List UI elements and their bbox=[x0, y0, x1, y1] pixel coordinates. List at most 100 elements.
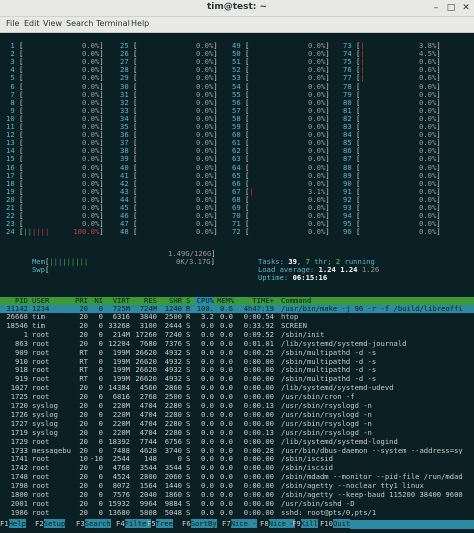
process-row[interactable]: 1725 root 20 0 6816 2768 2500 S 0.0 0.0 0:00.00/us… bbox=[0, 393, 474, 401]
fkey-f9[interactable]: F9Kill bbox=[292, 519, 318, 529]
cpu-meter-55: 55 [0.0%] bbox=[232, 89, 330, 99]
minimize-icon[interactable]: – bbox=[433, 3, 439, 13]
cpu-number: 44 bbox=[120, 194, 133, 204]
menu-file[interactable]: File bbox=[6, 19, 20, 28]
cpu-number: 56 bbox=[232, 97, 245, 107]
cpu-percent: 0.0% bbox=[196, 146, 214, 156]
column-header-time[interactable]: TIME+ bbox=[252, 296, 274, 305]
column-header-cmd[interactable]: Command bbox=[281, 296, 312, 305]
process-table-header[interactable]: PID USER PRI NI VIRT RES SHR S CPU% MEM% TIME+ Comm… bbox=[0, 297, 474, 305]
fkey-f7[interactable]: F7Nice - bbox=[222, 519, 257, 529]
cpu-meter-95: 95 [0.0%] bbox=[343, 219, 441, 229]
cpu-number: 41 bbox=[120, 170, 133, 180]
column-header-cpu[interactable]: CPU% bbox=[194, 297, 214, 305]
cell-res: 1564 bbox=[139, 482, 157, 490]
column-header-pid[interactable]: PID bbox=[15, 296, 28, 305]
cpu-percent: 0.0% bbox=[419, 203, 437, 212]
process-row[interactable]: 1 root 20 0 214M 17260 7240 S 0.0 0.0 0:09.52/sbin… bbox=[0, 331, 474, 339]
menu-view[interactable]: View bbox=[43, 19, 62, 28]
column-header-virt[interactable]: VIRT bbox=[112, 296, 130, 305]
cpu-meter-25: 25 [0.0%] bbox=[120, 41, 218, 50]
cell-mem: 0.0 bbox=[220, 508, 233, 517]
menu-edit[interactable]: Edit bbox=[24, 19, 40, 28]
cell-res: 26620 bbox=[135, 357, 157, 366]
cell-s: S bbox=[186, 366, 191, 375]
column-header-shr[interactable]: SHR bbox=[169, 296, 182, 305]
column-header-ni[interactable]: NI bbox=[94, 296, 103, 305]
column-header-s[interactable]: S bbox=[186, 296, 191, 305]
process-row[interactable]: 863 root 20 0 12204 7680 7376 S 0.0 0.0 0:01.01/li… bbox=[0, 340, 474, 348]
process-row[interactable]: 1027 root 20 0 14384 4560 2860 S 0.0 0.0 0:00.00/l… bbox=[0, 384, 474, 392]
menu-search[interactable]: Search bbox=[66, 19, 94, 28]
cell-mem: 0.0 bbox=[220, 357, 233, 366]
cell-pri: 20 bbox=[79, 508, 88, 517]
fkey-f2[interactable]: F2Setup bbox=[35, 519, 66, 529]
fkey-f10[interactable]: F10Quit bbox=[320, 519, 351, 529]
cell-time: 0:00.00 bbox=[243, 384, 274, 393]
column-header-user[interactable]: USER bbox=[32, 296, 50, 305]
cell-cmd: /sbin/multipathd -d -s bbox=[281, 348, 377, 357]
process-row[interactable]: 26668 tim 20 0 6316 3840 2500 R 3.2 0.0 0:00.54 hto… bbox=[0, 313, 474, 321]
column-header-res[interactable]: RES bbox=[144, 296, 157, 305]
cpu-number: 88 bbox=[343, 162, 356, 172]
cpu-number: 11 bbox=[6, 122, 19, 131]
cpu-number: 87 bbox=[343, 154, 356, 164]
close-icon[interactable]: ✕ bbox=[462, 3, 470, 13]
fkey-f3[interactable]: F3Search bbox=[76, 519, 111, 529]
cell-s: S bbox=[186, 357, 191, 366]
cell-ni: 0 bbox=[98, 428, 103, 437]
cell-cmd: /usr/sbin/cron -f bbox=[281, 393, 355, 401]
cell-time: 0:00.00 bbox=[243, 393, 274, 401]
process-row[interactable]: 18546 tim 20 0 33268 3100 2444 S 0.0 0.0 0:33.92 SC… bbox=[0, 322, 474, 330]
cell-virt: 7576 bbox=[112, 491, 130, 499]
tasks-summary: Tasks: 39, 7 thr; 2 running bbox=[257, 256, 375, 266]
cell-pri: RT bbox=[79, 348, 88, 357]
cell-cpu: 0.0 bbox=[201, 482, 214, 490]
process-row[interactable]: 918 root RT 0 199M 26620 4932 S 0.0 0.0 0:00.00/sb… bbox=[0, 366, 474, 374]
process-row[interactable]: 1729 root 20 0 18392 7744 6756 S 0.0 0.0 0:00.00/l… bbox=[0, 438, 474, 446]
process-row[interactable]: 1719 syslog 20 0 220M 4704 2280 S 0.0 0.0 0:00.13 /… bbox=[0, 429, 474, 437]
cell-virt: 6316 bbox=[112, 313, 130, 321]
cell-ni: 0 bbox=[98, 348, 103, 357]
cell-shr: 1440 bbox=[164, 482, 182, 490]
mem-label: Mem bbox=[31, 256, 45, 266]
cell-user: root bbox=[32, 330, 50, 339]
fkey-f1[interactable]: F1Help bbox=[0, 519, 26, 529]
process-row[interactable]: 1733 messagebu 20 0 7488 4628 3740 S 0.0 0.0 0:00.… bbox=[0, 447, 474, 455]
process-row[interactable]: 1727 syslog 20 0 220M 4704 2280 S 0.0 0.0 0:00.00 /… bbox=[0, 420, 474, 428]
cell-ni: 0 bbox=[98, 384, 103, 393]
cell-shr: 2280 bbox=[164, 410, 182, 419]
maximize-icon[interactable]: □ bbox=[446, 3, 456, 13]
cpu-meter-61: 61 [0.0%] bbox=[232, 138, 330, 148]
process-row[interactable]: 1742 root 20 0 4768 3544 3544 S 0.0 0.0 0:00.00/sb… bbox=[0, 464, 474, 472]
column-header-mem[interactable]: MEM% bbox=[217, 296, 235, 305]
process-row[interactable]: 919 root RT 0 199M 26620 4932 S 0.0 0.0 0:00.00/sb… bbox=[0, 375, 474, 383]
selected-process-row[interactable]: 31142 1234 20 0 725M 724M 1240 R 100. 0.6 4h47:19 /… bbox=[0, 305, 474, 313]
cpu-meter-17: 17 [0.0%] bbox=[6, 170, 104, 180]
process-row[interactable]: 1986 root 20 0 13680 5808 5048 S 0.0 0.0 0:00.00 ss… bbox=[0, 509, 474, 517]
process-row[interactable]: 1741 root 10 -10 2544 148 0 S 0.0 0.0 0:00.00/sbin… bbox=[0, 455, 474, 463]
menu-terminal[interactable]: Terminal bbox=[96, 19, 130, 28]
process-row[interactable]: 1720 syslog 20 0 220M 4704 2280 S 0.0 0.0 0:00.13 /… bbox=[0, 402, 474, 410]
cpu-number: 13 bbox=[6, 138, 19, 148]
process-row[interactable]: 910 root RT 0 199M 26620 4932 S 0.0 0.0 0:00.00/sb… bbox=[0, 358, 474, 366]
cpu-percent: 0.0% bbox=[308, 203, 326, 212]
fkey-f4[interactable]: F4Filter bbox=[116, 519, 151, 529]
process-row[interactable]: 1726 syslog 20 0 220M 4704 2280 S 0.0 0.0 0:00.00 /… bbox=[0, 411, 474, 419]
menu-help[interactable]: Help bbox=[131, 19, 150, 28]
cpu-meter-29: 29 [0.0%] bbox=[120, 73, 218, 83]
cpu-number: 72 bbox=[232, 227, 245, 237]
fkey-f5[interactable]: F5Tree bbox=[147, 519, 173, 529]
process-row[interactable]: 1800 root 20 0 7576 2040 1860 S 0.0 0.0 0:00.00/sb… bbox=[0, 491, 474, 499]
process-row[interactable]: 909 root RT 0 199M 26620 4932 S 0.0 0.0 0:00.25/sb… bbox=[0, 349, 474, 357]
column-header-pri[interactable]: PRI bbox=[75, 296, 88, 305]
htop-screen[interactable]: 1 [0.0%] 2 [0.0%] 3 [0.0%] 4 [0.0%] 5 [0… bbox=[0, 33, 474, 533]
cpu-meter-36: 36 [0.0%] bbox=[120, 130, 218, 140]
cell-cmd: htop bbox=[281, 313, 299, 321]
process-row[interactable]: 1748 root 20 0 4524 2800 2060 S 0.0 0.0 0:00.00/sb… bbox=[0, 473, 474, 481]
fkey-f6[interactable]: F6SortBy bbox=[182, 519, 217, 529]
process-row[interactable]: 2001 root 20 0 15932 9964 9884 S 0.0 0.0 0:00.00/u… bbox=[0, 500, 474, 508]
fkey-f8[interactable]: F8Nice + bbox=[260, 519, 295, 529]
process-row[interactable]: 1798 root 20 0 8072 1564 1440 S 0.0 0.0 0:00.00/sb… bbox=[0, 482, 474, 490]
cell-virt: 13680 bbox=[108, 508, 130, 517]
